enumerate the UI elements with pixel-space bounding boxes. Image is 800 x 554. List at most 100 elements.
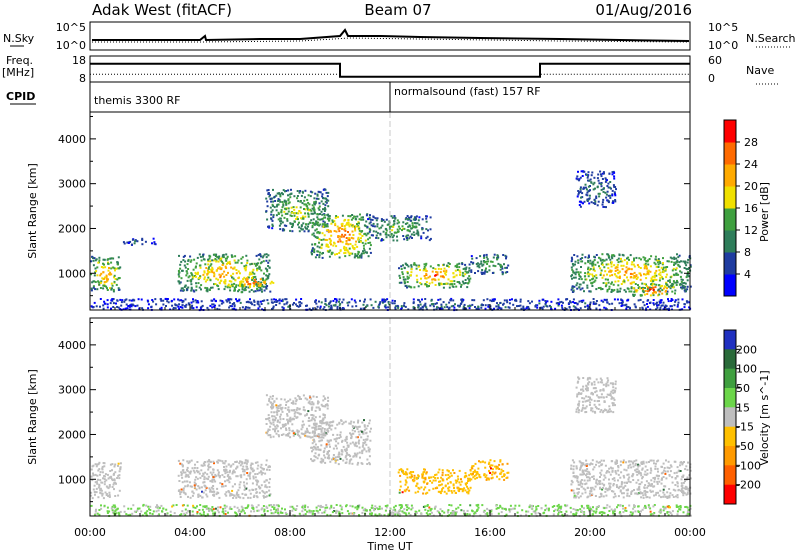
nave-bottom-tick: 0 (708, 72, 715, 85)
echo-pixel (266, 205, 269, 208)
echo-pixel (632, 263, 635, 266)
echo-pixel (92, 257, 94, 259)
echo-pixel (304, 212, 307, 215)
echo-pixel (326, 439, 329, 442)
echo-pixel (99, 298, 102, 300)
echo-pixel (596, 483, 599, 486)
echo-pixel (197, 282, 200, 285)
echo-pixel (391, 302, 394, 305)
echo-pixel (398, 267, 400, 270)
echo-pixel (431, 278, 434, 281)
echo-pixel (245, 301, 248, 304)
echo-pixel (153, 241, 156, 244)
echo-pixel (306, 207, 309, 210)
echo-pixel (621, 301, 624, 304)
echo-pixel (368, 419, 371, 422)
echo-pixel (252, 290, 255, 293)
echo-pixel (324, 456, 327, 459)
echo-pixel (266, 403, 269, 406)
echo-pixel (221, 300, 224, 303)
echo-pixel (579, 186, 582, 189)
echo-pixel (660, 482, 663, 485)
echo-pixel (182, 459, 185, 462)
echo-pixel (633, 293, 636, 296)
echo-pixel (253, 494, 256, 497)
echo-pixel (666, 260, 669, 263)
echo-pixel (267, 434, 270, 437)
echo-pixel (407, 486, 409, 489)
echo-pixel (253, 276, 256, 278)
echo-pixel (350, 435, 353, 438)
echo-pixel (645, 267, 648, 270)
echo-pixel (285, 427, 287, 430)
echo-pixel (272, 423, 275, 426)
echo-pixel (585, 173, 588, 176)
echo-pixel (192, 298, 194, 301)
echo-pixel (440, 303, 443, 306)
echo-pixel (479, 476, 482, 479)
echo-pixel (306, 398, 309, 401)
echo-pixel (384, 227, 387, 230)
echo-pixel (340, 453, 343, 456)
echo-pixel (649, 288, 651, 291)
echo-pixel (199, 494, 202, 497)
echo-pixel (96, 288, 99, 291)
echo-pixel (645, 277, 648, 280)
echo-pixel (253, 282, 255, 285)
echo-pixel (412, 306, 415, 309)
echo-pixel (580, 462, 583, 465)
echo-pixel (101, 467, 104, 470)
echo-pixel (288, 410, 291, 413)
echo-pixel (417, 232, 420, 235)
echo-pixel (336, 455, 339, 458)
echo-pixel (617, 465, 620, 467)
echo-pixel (259, 253, 262, 256)
echo-pixel (674, 289, 677, 292)
echo-pixel (347, 444, 350, 447)
echo-pixel (397, 471, 400, 474)
echo-pixel (589, 262, 592, 265)
echo-pixel (577, 261, 580, 264)
echo-pixel (216, 487, 219, 490)
echo-pixel (369, 298, 372, 301)
echo-pixel (268, 259, 271, 262)
echo-pixel (374, 300, 377, 303)
echo-pixel (319, 191, 322, 194)
echo-pixel (136, 304, 139, 307)
echo-pixel (686, 285, 689, 288)
echo-pixel (341, 241, 344, 244)
echo-pixel (434, 479, 437, 482)
echo-pixel (367, 238, 370, 241)
echo-pixel (656, 301, 658, 304)
echo-pixel (498, 468, 501, 470)
echo-pixel (202, 253, 205, 256)
echo-pixel (578, 191, 580, 194)
echo-pixel (322, 413, 325, 416)
echo-pixel (487, 304, 490, 307)
echo-pixel (208, 459, 211, 462)
echo-pixel (570, 288, 573, 291)
echo-pixel (473, 299, 476, 302)
echo-pixel (399, 227, 401, 230)
echo-pixel (268, 494, 271, 497)
echo-region-1 (90, 461, 122, 500)
echo-pixel (105, 275, 108, 278)
echo-pixel (313, 430, 316, 433)
echo-pixel (599, 257, 602, 260)
echo-pixel (644, 484, 647, 487)
echo-pixel (217, 278, 220, 281)
echo-pixel (681, 462, 684, 465)
echo-pixel (470, 255, 473, 258)
echo-pixel (298, 304, 301, 307)
echo-pixel (159, 307, 162, 310)
echo-pixel (326, 199, 329, 202)
echo-pixel (625, 271, 628, 274)
echo-pixel (632, 293, 635, 296)
echo-pixel (574, 306, 577, 309)
echo-pixel (294, 402, 297, 405)
echo-pixel (283, 423, 286, 426)
colorbar-tick-label: 20 (744, 180, 758, 193)
freq-bottom-tick: 8 (79, 72, 86, 85)
echo-pixel (659, 306, 662, 309)
colorbar-tick-label: 4 (744, 268, 751, 281)
